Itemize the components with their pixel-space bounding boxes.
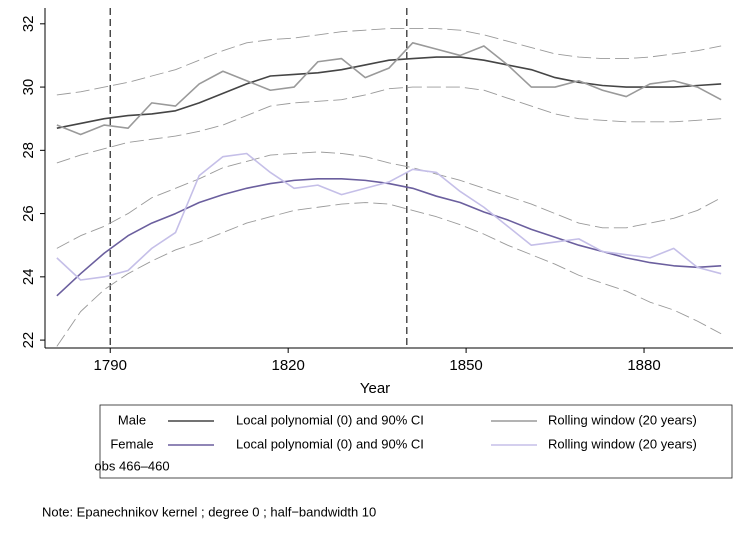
y-tick-label: 24 bbox=[20, 268, 37, 285]
x-axis-label: Year bbox=[360, 380, 390, 397]
legend-group-label: Male bbox=[118, 412, 146, 427]
legend-label: Local polynomial (0) and 90% CI bbox=[236, 412, 424, 427]
legend-label: Rolling window (20 years) bbox=[548, 436, 697, 451]
footnote: Note: Epanechnikov kernel ; degree 0 ; h… bbox=[42, 504, 376, 519]
x-tick-label: 1790 bbox=[94, 357, 127, 374]
legend-label: Rolling window (20 years) bbox=[548, 412, 697, 427]
rolling-line bbox=[56, 152, 722, 281]
legend-box bbox=[99, 404, 733, 479]
y-tick-label: 26 bbox=[20, 205, 37, 222]
legend-label: Local polynomial (0) and 90% CI bbox=[236, 436, 424, 451]
ci-line bbox=[56, 86, 722, 164]
x-tick-label: 1880 bbox=[627, 357, 660, 374]
y-tick-label: 28 bbox=[20, 142, 37, 159]
rolling-line bbox=[56, 41, 722, 136]
ci-line bbox=[56, 28, 722, 96]
x-tick-label: 1820 bbox=[271, 357, 304, 374]
smooth-line bbox=[56, 177, 722, 297]
ci-line bbox=[56, 151, 722, 249]
smooth-line bbox=[56, 56, 722, 129]
y-tick-label: 22 bbox=[20, 332, 37, 349]
legend-group-label: Female bbox=[110, 436, 153, 451]
ci-line bbox=[56, 202, 722, 347]
y-tick-label: 30 bbox=[20, 79, 37, 96]
legend-note: obs 466–460 bbox=[94, 458, 169, 473]
x-tick-label: 1850 bbox=[449, 357, 482, 374]
y-tick-label: 32 bbox=[20, 15, 37, 32]
